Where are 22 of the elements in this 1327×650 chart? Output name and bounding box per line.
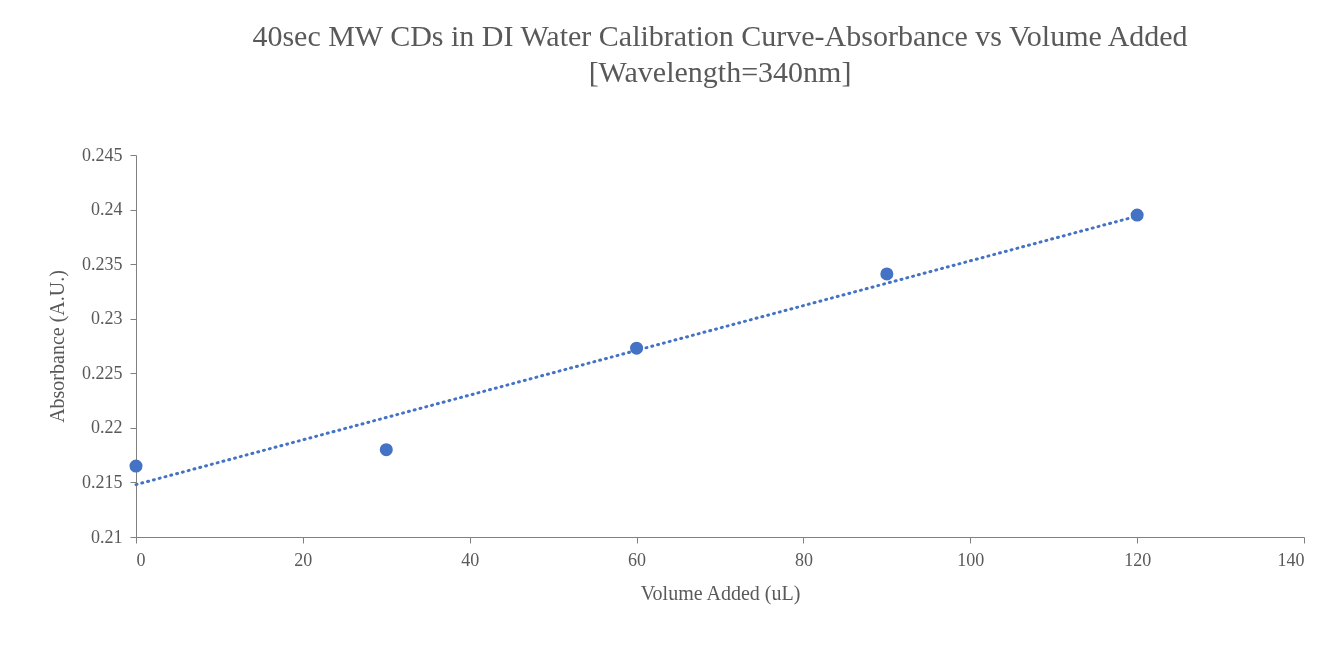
y-tick-label: 0.24 [91,199,123,220]
chart-title: 40sec MW CDs in DI Water Calibration Curve-Absorbance vs Volume Added [Wavelength=340nm] [252,19,1188,88]
x-tick-label: 40 [461,549,480,570]
x-tick-label: 140 [1277,549,1305,570]
point [129,459,143,473]
y-tick-label: 0.245 [82,144,123,165]
y-tick-label: 0.225 [82,362,123,383]
x-axis-title: Volume Added (uL) [640,581,801,605]
y-tick-label: 0.23 [91,308,123,329]
x-tick-label: 100 [957,549,985,570]
y-tick-label: 0.21 [91,526,123,547]
x-tick-label: 120 [1124,549,1152,570]
y-tick-label: 0.22 [91,417,123,438]
y-axis-title: Absorbance (A.U.) [46,270,69,423]
x-tick-label: 20 [294,549,313,570]
x-tick-label: 60 [628,549,647,570]
point [379,443,393,457]
y-tick-label: 0.215 [82,471,123,492]
point [880,267,894,281]
y-tick-label: 0.235 [82,253,123,274]
x-tick-label: 80 [794,549,813,570]
x-tick-label: 0 [136,549,146,570]
